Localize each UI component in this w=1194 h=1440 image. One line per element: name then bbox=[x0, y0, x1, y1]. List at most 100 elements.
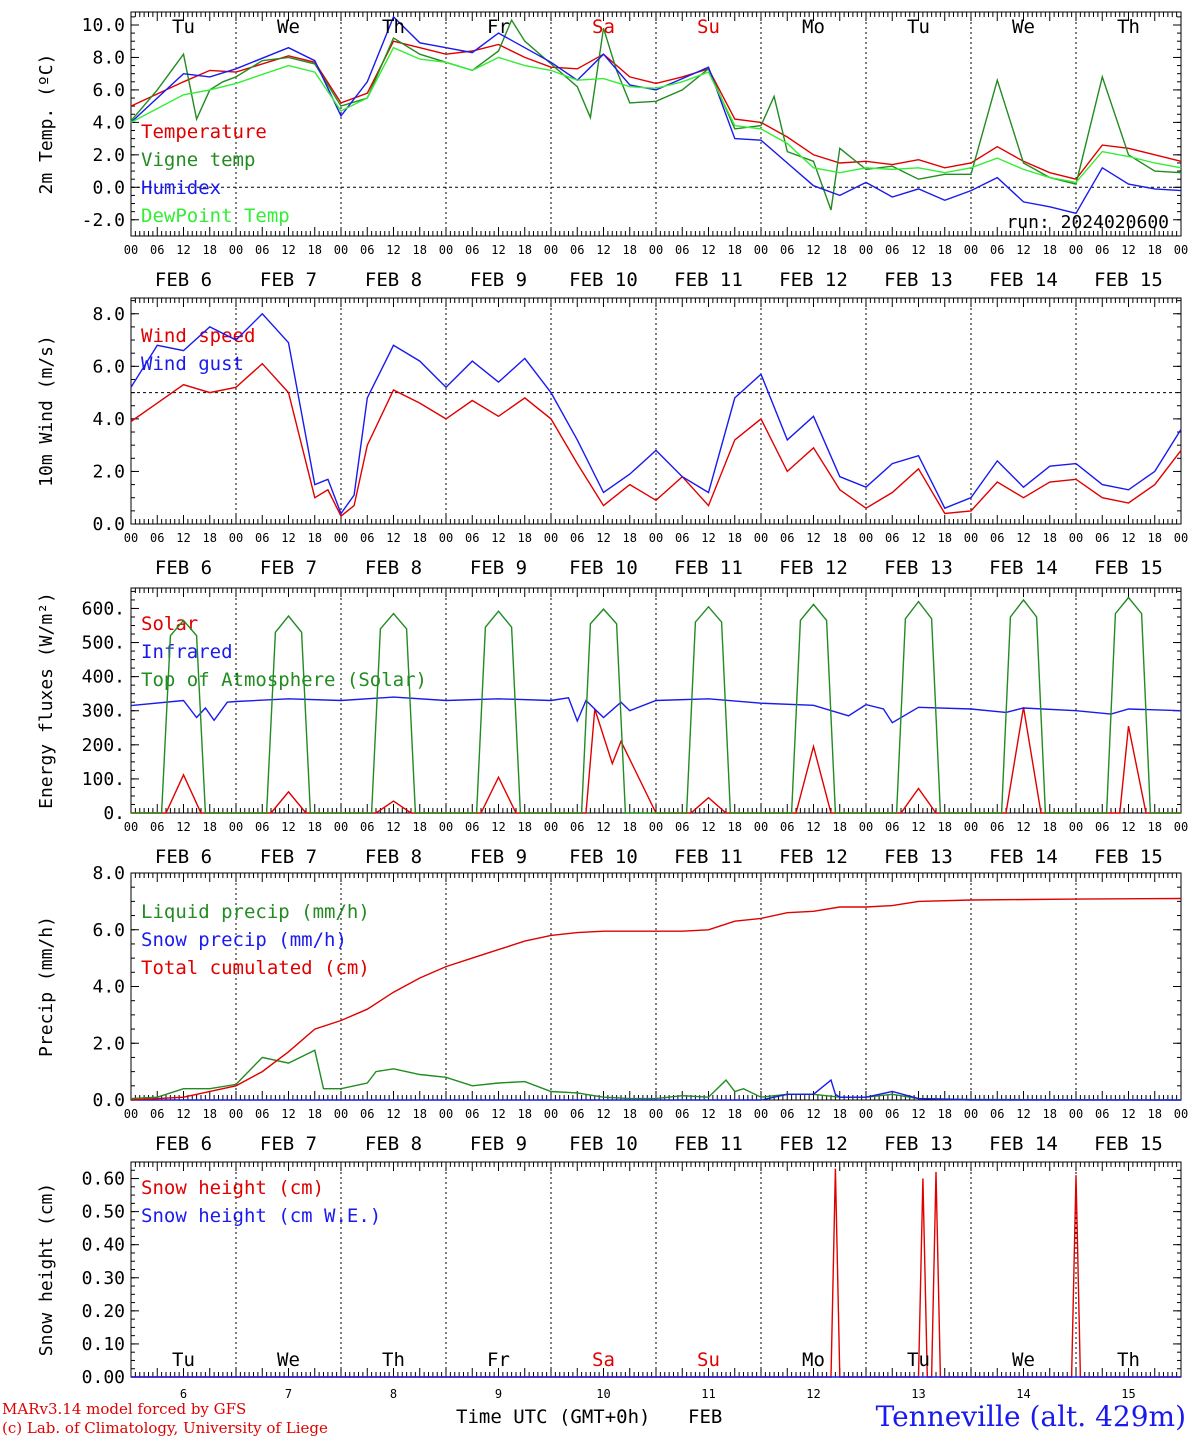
y-tick-label: 0.40 bbox=[82, 1235, 125, 1256]
x-hour-label: 06 bbox=[360, 243, 374, 257]
x-date-label: FEB 8 bbox=[365, 1133, 422, 1155]
y-axis-label: Snow height (cm) bbox=[36, 1183, 57, 1356]
legend-entry: Infrared bbox=[141, 641, 233, 663]
x-hour-label: 06 bbox=[780, 243, 794, 257]
x-hour-label: 00 bbox=[1174, 820, 1188, 834]
day-number: 8 bbox=[390, 1387, 397, 1401]
weekday-label: Su bbox=[697, 16, 720, 38]
x-hour-label: 00 bbox=[754, 531, 768, 545]
x-date-label: FEB 11 bbox=[674, 846, 743, 868]
x-hour-label: 18 bbox=[203, 531, 217, 545]
x-date-label: FEB 12 bbox=[779, 269, 848, 291]
x-hour-label: 12 bbox=[281, 820, 295, 834]
series-line-snow-precip-mm-h bbox=[131, 1078, 1181, 1101]
x-hour-label: 00 bbox=[859, 820, 873, 834]
x-hour-label: 00 bbox=[1069, 243, 1083, 257]
x-date-label: FEB 13 bbox=[884, 1133, 953, 1155]
x-hour-label: 18 bbox=[938, 1107, 952, 1121]
x-hour-label: 06 bbox=[150, 243, 164, 257]
x-date-label: FEB 13 bbox=[884, 269, 953, 291]
y-tick-label: 10.0 bbox=[82, 15, 125, 36]
x-hour-label: 00 bbox=[229, 1107, 243, 1121]
x-hour-label: 06 bbox=[360, 1107, 374, 1121]
y-tick-label: 0.0 bbox=[92, 177, 125, 198]
x-hour-label: 00 bbox=[964, 243, 978, 257]
x-hour-label: 06 bbox=[1095, 531, 1109, 545]
day-number: 14 bbox=[1016, 1387, 1030, 1401]
x-hour-label: 18 bbox=[1148, 531, 1162, 545]
weekday-label: Sa bbox=[592, 16, 615, 38]
x-date-label: FEB 6 bbox=[155, 557, 212, 579]
x-date-label: FEB 7 bbox=[260, 269, 317, 291]
x-hour-label: 06 bbox=[1095, 243, 1109, 257]
x-date-label: FEB 12 bbox=[779, 846, 848, 868]
x-hour-label: 18 bbox=[1148, 243, 1162, 257]
x-hour-label: 18 bbox=[728, 531, 742, 545]
x-hour-label: 18 bbox=[413, 531, 427, 545]
x-hour-label: 06 bbox=[360, 531, 374, 545]
x-hour-label: 12 bbox=[1016, 243, 1030, 257]
x-date-label: FEB 13 bbox=[884, 846, 953, 868]
x-hour-label: 00 bbox=[439, 531, 453, 545]
y-tick-label: 0.0 bbox=[92, 1090, 125, 1111]
x-hour-label: 06 bbox=[990, 1107, 1004, 1121]
x-hour-label: 12 bbox=[281, 243, 295, 257]
x-hour-label: 06 bbox=[465, 531, 479, 545]
x-hour-label: 00 bbox=[124, 1107, 138, 1121]
x-date-label: FEB 11 bbox=[674, 269, 743, 291]
x-date-label: FEB 14 bbox=[989, 557, 1058, 579]
day-number: 10 bbox=[596, 1387, 610, 1401]
weekday-label: We bbox=[1012, 16, 1035, 38]
x-hour-label: 06 bbox=[675, 820, 689, 834]
day-number: 12 bbox=[806, 1387, 820, 1401]
y-tick-label: 0.20 bbox=[82, 1301, 125, 1322]
x-hour-label: 12 bbox=[491, 1107, 505, 1121]
x-date-label: FEB 6 bbox=[155, 1133, 212, 1155]
legend-entry: Solar bbox=[141, 613, 198, 635]
x-date-label: FEB 7 bbox=[260, 1133, 317, 1155]
x-hour-label: 12 bbox=[596, 531, 610, 545]
x-hour-label: 18 bbox=[833, 531, 847, 545]
day-number: 13 bbox=[911, 1387, 925, 1401]
x-hour-label: 00 bbox=[754, 1107, 768, 1121]
x-hour-label: 18 bbox=[623, 531, 637, 545]
y-tick-label: 300. bbox=[82, 701, 125, 722]
x-hour-label: 00 bbox=[964, 1107, 978, 1121]
x-hour-label: 00 bbox=[649, 243, 663, 257]
day-number: 9 bbox=[495, 1387, 502, 1401]
x-hour-label: 00 bbox=[229, 531, 243, 545]
x-hour-label: 12 bbox=[701, 531, 715, 545]
x-date-label: FEB 9 bbox=[470, 846, 527, 868]
y-tick-label: 2.0 bbox=[92, 1033, 125, 1054]
x-hour-label: 12 bbox=[701, 820, 715, 834]
x-date-label: FEB 15 bbox=[1094, 846, 1163, 868]
x-hour-label: 06 bbox=[675, 531, 689, 545]
x-hour-label: 12 bbox=[491, 820, 505, 834]
x-hour-label: 00 bbox=[1069, 531, 1083, 545]
x-hour-label: 00 bbox=[754, 820, 768, 834]
weekday-label: Fr bbox=[487, 16, 510, 38]
x-hour-label: 00 bbox=[859, 1107, 873, 1121]
x-hour-label: 12 bbox=[491, 531, 505, 545]
y-tick-label: 0.0 bbox=[92, 514, 125, 535]
x-hour-label: 12 bbox=[701, 243, 715, 257]
x-hour-label: 00 bbox=[964, 820, 978, 834]
x-hour-label: 18 bbox=[1043, 243, 1057, 257]
x-hour-label: 18 bbox=[833, 243, 847, 257]
x-hour-label: 00 bbox=[1069, 820, 1083, 834]
station-title: Tenneville (alt. 429m) bbox=[875, 1400, 1186, 1433]
series-line-temperature bbox=[130, 40, 1182, 180]
x-hour-label: 18 bbox=[833, 1107, 847, 1121]
x-hour-label: 00 bbox=[649, 531, 663, 545]
weekday-label: Su bbox=[697, 1349, 720, 1371]
y-tick-label: 8.0 bbox=[92, 47, 125, 68]
x-hour-label: 12 bbox=[596, 820, 610, 834]
weekday-label: Mo bbox=[802, 1349, 825, 1371]
plot-frame bbox=[130, 297, 1182, 525]
x-hour-label: 06 bbox=[885, 243, 899, 257]
x-hour-label: 12 bbox=[176, 820, 190, 834]
weekday-label: We bbox=[277, 16, 300, 38]
legend-entry: Snow height (cm W.E.) bbox=[141, 1205, 381, 1227]
y-tick-label: 200. bbox=[82, 735, 125, 756]
x-date-label: FEB 8 bbox=[365, 269, 422, 291]
